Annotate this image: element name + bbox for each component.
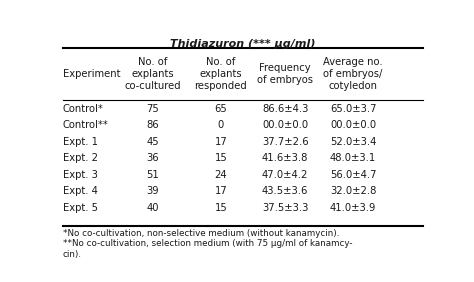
Text: 45: 45 [146,137,159,147]
Text: 65.0±3.7: 65.0±3.7 [330,104,376,114]
Text: *No co-cultivation, non-selective medium (without kanamycin).: *No co-cultivation, non-selective medium… [63,229,339,238]
Text: 51: 51 [146,170,159,180]
Text: 37.5±3.3: 37.5±3.3 [262,203,309,213]
Text: 00.0±0.0: 00.0±0.0 [330,120,376,130]
Text: Expt. 4: Expt. 4 [63,186,98,196]
Text: 86.6±4.3: 86.6±4.3 [262,104,309,114]
Text: 65: 65 [215,104,227,114]
Text: Control**: Control** [63,120,109,130]
Text: 36: 36 [146,153,159,163]
Text: 17: 17 [215,137,227,147]
Text: 37.7±2.6: 37.7±2.6 [262,137,309,147]
Text: 41.0±3.9: 41.0±3.9 [330,203,376,213]
Text: 39: 39 [146,186,159,196]
Text: Expt. 2: Expt. 2 [63,153,98,163]
Text: 0: 0 [218,120,224,130]
Text: 47.0±4.2: 47.0±4.2 [262,170,309,180]
Text: Control*: Control* [63,104,104,114]
Text: 24: 24 [215,170,227,180]
Text: Experiment: Experiment [63,69,120,79]
Text: 17: 17 [215,186,227,196]
Text: 15: 15 [215,153,227,163]
Text: Expt. 1: Expt. 1 [63,137,98,147]
Text: 48.0±3.1: 48.0±3.1 [330,153,376,163]
Text: Thidiazuron (*** μg/ml): Thidiazuron (*** μg/ml) [170,39,316,49]
Text: Expt. 3: Expt. 3 [63,170,98,180]
Text: 86: 86 [146,120,159,130]
Text: 43.5±3.6: 43.5±3.6 [262,186,309,196]
Text: 75: 75 [146,104,159,114]
Text: 40: 40 [146,203,159,213]
Text: Average no.
of embryos/
cotyledon: Average no. of embryos/ cotyledon [323,57,383,91]
Text: 15: 15 [215,203,227,213]
Text: 41.6±3.8: 41.6±3.8 [262,153,309,163]
Text: 00.0±0.0: 00.0±0.0 [262,120,308,130]
Text: No. of
explants
responded: No. of explants responded [194,57,247,91]
Text: 56.0±4.7: 56.0±4.7 [330,170,376,180]
Text: 52.0±3.4: 52.0±3.4 [330,137,376,147]
Text: **No co-cultivation, selection medium (with 75 μg/ml of kanamcy-
cin).: **No co-cultivation, selection medium (w… [63,239,353,259]
Text: 32.0±2.8: 32.0±2.8 [330,186,376,196]
Text: Expt. 5: Expt. 5 [63,203,98,213]
Text: No. of
explants
co-cultured: No. of explants co-cultured [125,57,181,91]
Text: Frequency
of embryos: Frequency of embryos [257,63,313,85]
